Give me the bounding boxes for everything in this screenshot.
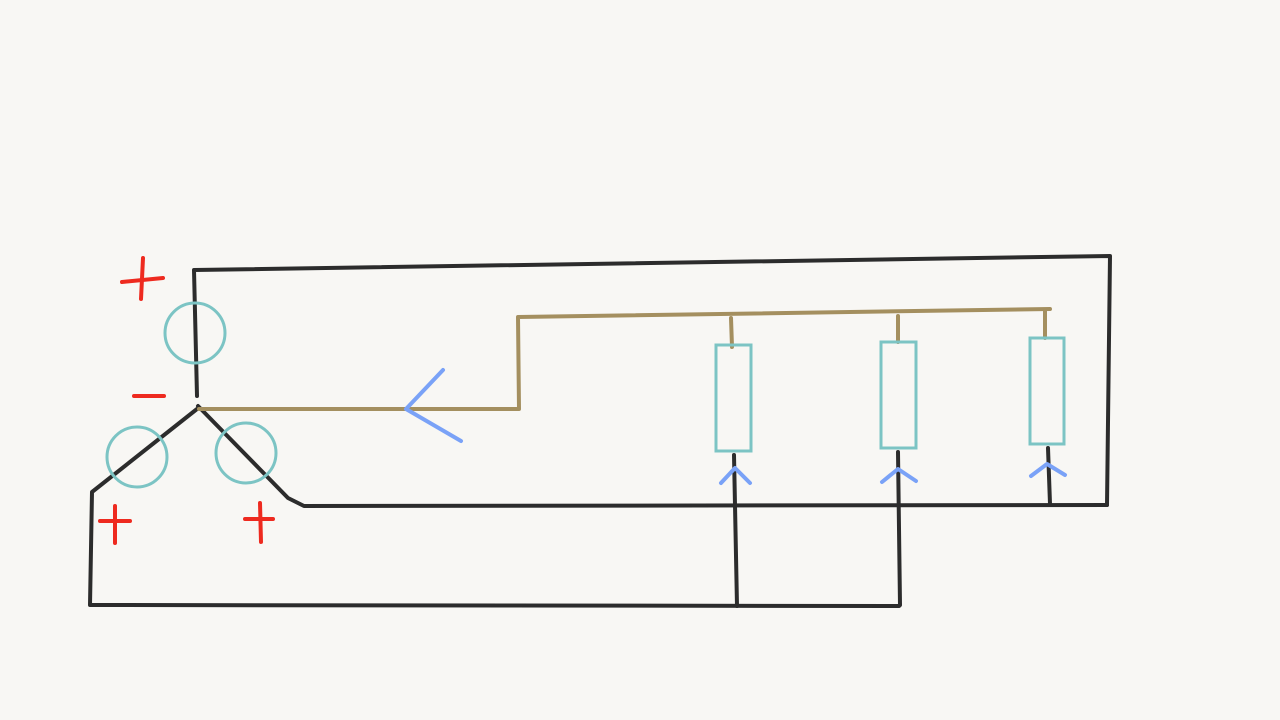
current-arrows [404, 368, 1067, 485]
wire-top-source-to-rail [192, 254, 1112, 507]
neutral-tap-1 [729, 316, 734, 349]
neutral-wire-to-bus [197, 307, 1052, 411]
phase-wires [88, 254, 1112, 608]
resistor-2 [879, 340, 918, 450]
wire-resistor-1-drop [732, 453, 739, 608]
resistor-1 [714, 343, 753, 453]
source-right-circle [214, 421, 278, 485]
wire-resistor-2-drop [896, 450, 902, 607]
plus-sign-right [243, 501, 275, 544]
load-arrow-2 [880, 467, 918, 484]
load-arrow-3 [1029, 462, 1067, 478]
plus-sign-top [120, 256, 165, 301]
resistor-3 [1028, 336, 1066, 446]
source-left-circle [105, 425, 169, 489]
load-arrow-1 [719, 466, 752, 485]
wire-left-source-to-bottom-rail [88, 407, 901, 608]
source-top-circle [163, 301, 227, 365]
wire-middle-return-rail [196, 404, 1109, 508]
voltage-sources [105, 301, 278, 489]
neutral-arrow [404, 368, 463, 443]
polarity-signs [98, 256, 275, 545]
load-resistors [714, 336, 1066, 453]
wire-resistor-3-drop [1046, 446, 1052, 506]
neutral-wires [197, 307, 1052, 411]
plus-sign-left [98, 504, 132, 545]
